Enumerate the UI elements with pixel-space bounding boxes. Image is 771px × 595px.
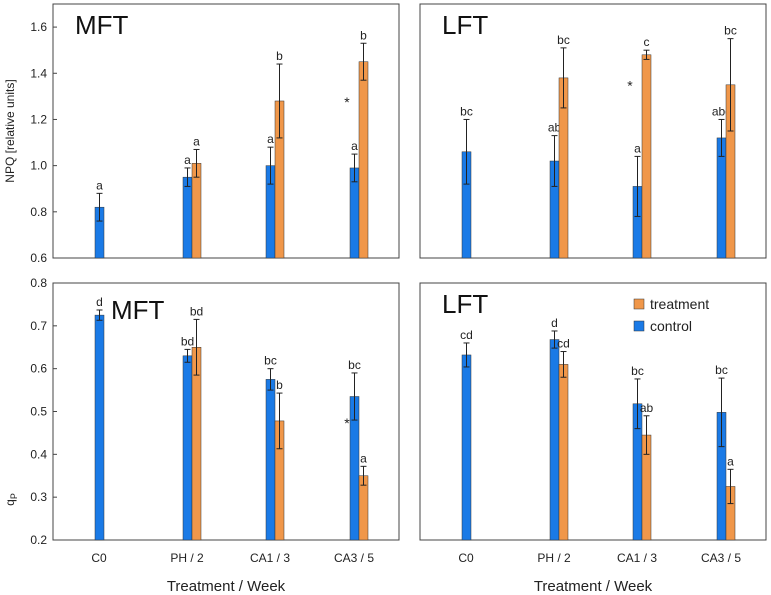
y-tick-label: 1.6 [30,20,47,34]
x-axis-label: Treatment / Week [534,578,653,595]
panel-bottom-right: LFT C0 PH / 2 CA1 / 3 CA3 / 5 Treatment / Wee… [419,282,767,595]
x-tick-label: CA3 / 5 [701,551,741,565]
x-tick-label: C0 [458,551,474,565]
legend-label-control: control [650,318,692,334]
significance-asterisk: * [627,78,633,94]
legend-swatch-treatment [633,298,645,310]
control-significance-letter: a [96,178,103,192]
y-axis-label: NPQ [relative units] [3,79,17,182]
control-significance-letter: bd [181,334,194,348]
legend: treatment control [633,296,709,334]
y-tick-label: 0.8 [30,276,47,290]
panel-frame [419,3,767,259]
y-axis-label: qP [3,493,19,506]
y-tick-label: 0.3 [30,490,47,504]
panel-bottom-left: MFT 0.2 0.3 0.4 0.5 0.6 0.7 0.8 qP C0 PH / 2 CA1 / … [3,276,400,595]
panel-title: LFT [442,289,488,319]
treatment-bar [558,364,569,541]
treatment-significance-letter: b [276,49,283,63]
treatment-bar [641,54,652,259]
x-tick-label: CA3 / 5 [334,551,374,565]
treatment-significance-letter: b [276,378,283,392]
panel-frame [52,3,400,259]
control-significance-letter: a [267,132,274,146]
x-tick-label: PH / 2 [537,551,571,565]
control-bar [94,314,105,541]
treatment-bar [191,347,202,541]
treatment-significance-letter: b [360,28,367,42]
significance-asterisk: * [344,94,350,110]
panel-frame [52,282,400,541]
control-bar [265,379,276,541]
legend-swatch-control [633,320,645,332]
x-axis-label: Treatment / Week [167,578,286,595]
control-significance-letter: bc [715,363,728,377]
significance-asterisk: * [344,415,350,431]
treatment-bar [358,61,369,259]
y-tick-label: 0.4 [30,447,47,461]
control-significance-letter: a [184,153,191,167]
control-significance-letter: ab [548,121,562,135]
control-bar [182,355,193,541]
y-tick-label: 0.6 [30,251,47,265]
panel-title: MFT [111,295,165,325]
control-significance-letter: bc [460,104,473,118]
treatment-significance-letter: a [727,454,734,468]
treatment-significance-letter: bc [557,33,570,47]
legend-label-treatment: treatment [650,296,709,312]
treatment-significance-letter: c [644,35,650,49]
control-significance-letter: bc [348,358,361,372]
y-tick-label: 0.8 [30,205,47,219]
treatment-significance-letter: cd [557,337,570,351]
x-tick-label: CA1 / 3 [250,551,290,565]
treatment-significance-letter: ab [640,401,654,415]
treatment-significance-letter: bc [724,24,737,38]
control-significance-letter: bc [631,364,644,378]
y-tick-label: 1.4 [30,66,47,80]
x-tick-label: C0 [91,551,107,565]
y-tick-label: 0.2 [30,533,47,547]
treatment-significance-letter: a [360,451,367,465]
control-bar [549,339,560,541]
control-significance-letter: d [96,295,103,309]
control-significance-letter: cd [460,328,473,342]
y-tick-label: 1.0 [30,159,47,173]
x-tick-label: CA1 / 3 [617,551,657,565]
y-tick-label: 1.2 [30,112,47,126]
control-bar [182,176,193,259]
x-tick-label: PH / 2 [170,551,204,565]
y-tick-label: 0.7 [30,319,47,333]
control-bar [461,354,472,541]
y-tick-label: 0.5 [30,405,47,419]
panel-top-left: MFT 0.6 0.8 1.0 1.2 1.4 1.6 NPQ [relative units… [3,3,400,265]
treatment-significance-letter: a [193,134,200,148]
y-tick-label: 0.6 [30,362,47,376]
panel-title: LFT [442,10,488,40]
control-significance-letter: d [551,316,558,330]
panel-title: MFT [75,10,129,40]
control-significance-letter: a [634,141,641,155]
panel-frame [419,282,767,541]
control-significance-letter: a [351,139,358,153]
control-significance-letter: bc [264,354,277,368]
treatment-significance-letter: bd [190,304,203,318]
